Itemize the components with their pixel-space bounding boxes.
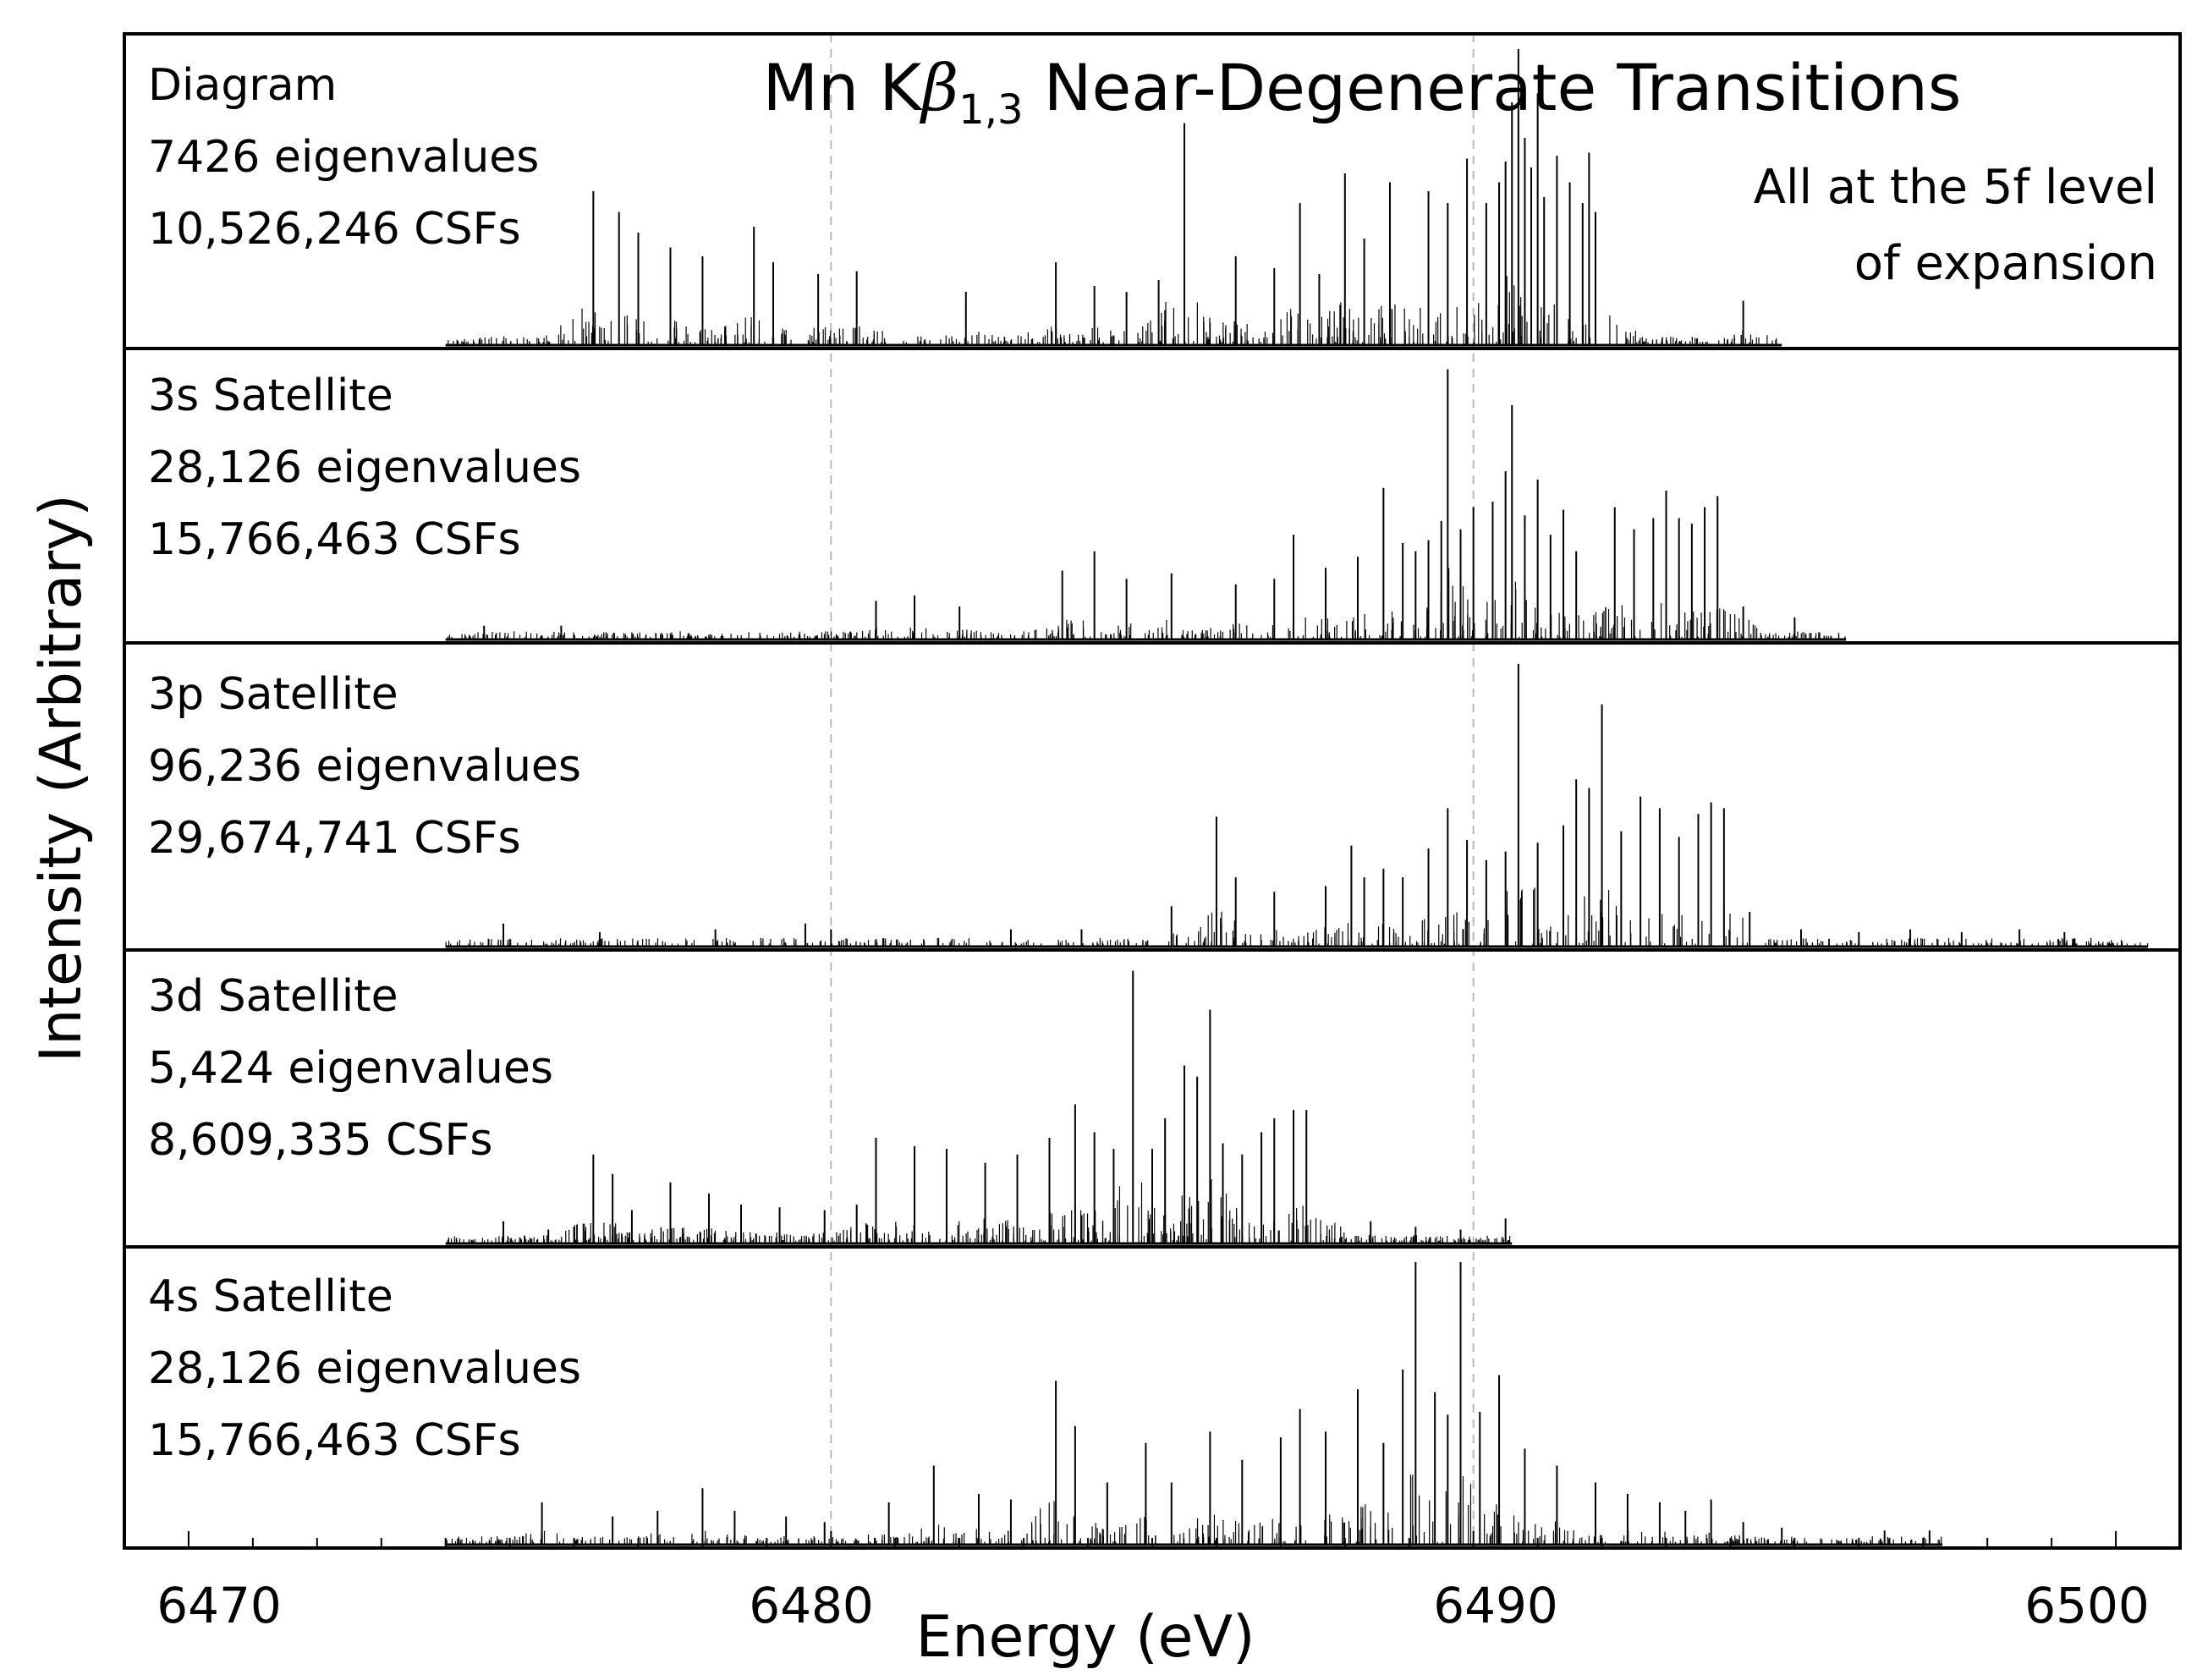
- panel-labels: Diagram 7426 eigenvalues 10,526,246 CSFs…: [148, 60, 581, 1466]
- panel-label: Diagram: [148, 60, 337, 111]
- chart-title-beta: β: [919, 50, 958, 125]
- panel-csfs: 15,766,463 CSFs: [148, 514, 521, 565]
- chart-title: Mn Kβ1,3 Near-Degenerate Transitions: [762, 50, 1961, 134]
- panel-eigenvalues: 7426 eigenvalues: [148, 132, 539, 183]
- panel-sticks-3p-satellite: [445, 663, 2149, 948]
- panel-label: 3s Satellite: [148, 371, 393, 421]
- panel-csfs: 8,609,335 CSFs: [148, 1115, 493, 1166]
- x-tick-label: 6470: [157, 1577, 282, 1634]
- panel-label: 3p Satellite: [148, 669, 398, 720]
- panel-csfs: 15,766,463 CSFs: [148, 1415, 521, 1466]
- x-tick-label: 6480: [749, 1577, 874, 1634]
- expansion-note-line2: of expansion: [1854, 236, 2157, 291]
- chart-title-subscript: 1,3: [958, 86, 1023, 134]
- panel-sticks-diagram: [445, 49, 1782, 347]
- expansion-note-line1: All at the 5f level: [1754, 160, 2157, 215]
- panel-eigenvalues: 28,126 eigenvalues: [148, 1343, 581, 1394]
- panel-eigenvalues: 96,236 eigenvalues: [148, 741, 581, 792]
- x-axis-ticks: [124, 1531, 2181, 1548]
- panel-label: 4s Satellite: [148, 1271, 393, 1322]
- x-axis-label: Energy (eV): [915, 1604, 1255, 1671]
- y-axis-label: Intensity (Arbitrary): [28, 494, 95, 1062]
- panel-eigenvalues: 5,424 eigenvalues: [148, 1043, 553, 1094]
- panel-sticks-3d-satellite: [445, 970, 1513, 1245]
- panel-csfs: 10,526,246 CSFs: [148, 204, 521, 255]
- reference-lines: [830, 34, 1475, 1548]
- spectrum-sticks: [445, 49, 2149, 1546]
- panel-sticks-3s-satellite: [445, 369, 1847, 641]
- chart-title-suffix: Near-Degenerate Transitions: [1024, 50, 1962, 125]
- x-tick-label: 6500: [2024, 1577, 2150, 1634]
- x-tick-label: 6490: [1433, 1577, 1558, 1634]
- panel-sticks-4s-satellite: [445, 1262, 1943, 1546]
- panel-label: 3d Satellite: [148, 971, 398, 1022]
- panel-csfs: 29,674,741 CSFs: [148, 813, 521, 864]
- panel-eigenvalues: 28,126 eigenvalues: [148, 442, 581, 493]
- chart-title-prefix: Mn K: [762, 50, 923, 125]
